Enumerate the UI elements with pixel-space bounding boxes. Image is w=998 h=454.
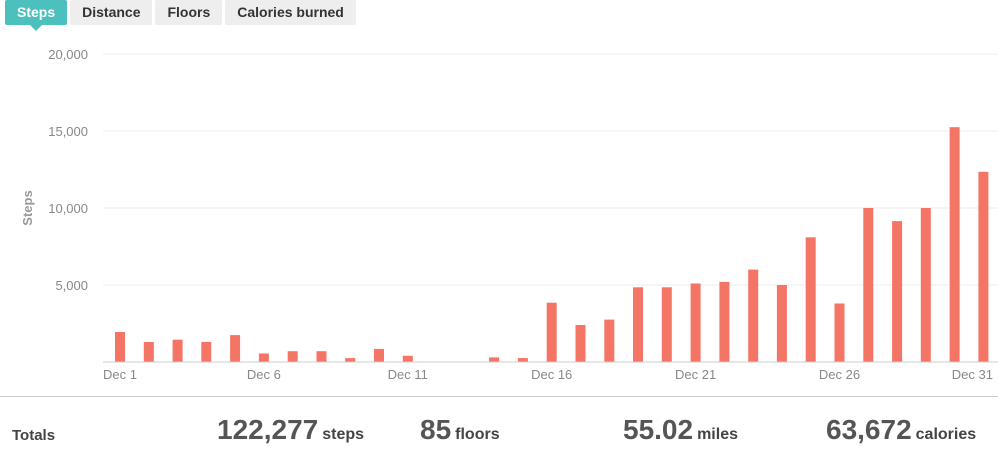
bar — [604, 319, 615, 362]
bar — [115, 332, 125, 362]
x-axis-ticks: Dec 1 Dec 6 Dec 11 Dec 16 Dec 21 Dec 26 Dec 31 — [103, 367, 993, 382]
totals-label: Totals — [12, 427, 56, 444]
total-miles: 55.02 miles — [623, 414, 738, 446]
tab-floors[interactable]: Floors — [155, 0, 223, 25]
divider — [0, 396, 998, 397]
bar — [230, 335, 241, 362]
tab-steps[interactable]: Steps — [5, 0, 68, 31]
total-calories-unit: calories — [915, 426, 977, 443]
gridlines — [103, 53, 998, 286]
x-tick-label: Dec 6 — [247, 367, 281, 382]
y-tick-label: 5,000 — [55, 278, 88, 293]
x-tick-label: Dec 1 — [103, 367, 137, 382]
total-floors-value: 85 — [420, 414, 452, 445]
total-floors-unit: floors — [455, 426, 500, 443]
bar — [201, 342, 212, 362]
bar — [776, 285, 787, 362]
y-tick-label: 15,000 — [48, 124, 88, 139]
tab-calories-burned[interactable]: Calories burned — [225, 0, 356, 25]
bar — [661, 287, 672, 362]
y-tick-label: 10,000 — [48, 201, 88, 216]
bar — [402, 355, 413, 362]
bar — [489, 357, 500, 362]
y-axis-ticks: 5,000 10,000 15,000 20,000 — [48, 47, 88, 293]
bar — [316, 351, 327, 362]
total-miles-value: 55.02 — [623, 414, 694, 445]
bars — [115, 127, 989, 362]
total-calories-value: 63,672 — [826, 414, 912, 445]
bar — [920, 208, 931, 362]
total-steps-value: 122,277 — [217, 414, 319, 445]
x-tick-label: Dec 11 — [388, 367, 428, 382]
x-tick-label: Dec 31 — [952, 367, 993, 382]
bar — [345, 358, 356, 362]
bar — [575, 325, 586, 362]
steps-bar-chart: 5,000 10,000 15,000 20,000 Steps Dec 1 Dec 6… — [20, 47, 998, 382]
bar — [978, 171, 989, 362]
x-tick-label: Dec 21 — [675, 367, 716, 382]
total-miles-unit: miles — [697, 426, 738, 443]
bar — [949, 127, 960, 362]
bar — [719, 281, 730, 362]
bar — [258, 353, 269, 362]
bar — [748, 269, 759, 362]
total-steps-unit: steps — [322, 426, 365, 443]
x-tick-label: Dec 16 — [531, 367, 572, 382]
total-floors: 85 floors — [420, 414, 500, 446]
tab-distance[interactable]: Distance — [70, 0, 153, 25]
bar — [863, 208, 874, 362]
bar — [892, 221, 903, 362]
metric-tabs: Steps Distance Floors Calories burned — [5, 0, 359, 31]
bar — [546, 302, 557, 362]
bar — [834, 303, 845, 362]
total-steps: 122,277 steps — [217, 414, 364, 446]
x-tick-label: Dec 26 — [819, 367, 860, 382]
y-axis-label: Steps — [20, 190, 35, 225]
bar — [517, 358, 528, 362]
bar — [633, 287, 643, 362]
bar — [374, 348, 384, 362]
totals-bar: Totals 122,277 steps 85 floors 55.02 miles … — [0, 406, 998, 454]
bar — [805, 237, 816, 362]
bar — [143, 342, 154, 362]
bar — [690, 283, 701, 362]
bar — [172, 339, 183, 362]
y-tick-label: 20,000 — [48, 47, 88, 62]
total-calories: 63,672 calories — [826, 414, 976, 446]
bar — [287, 351, 298, 362]
